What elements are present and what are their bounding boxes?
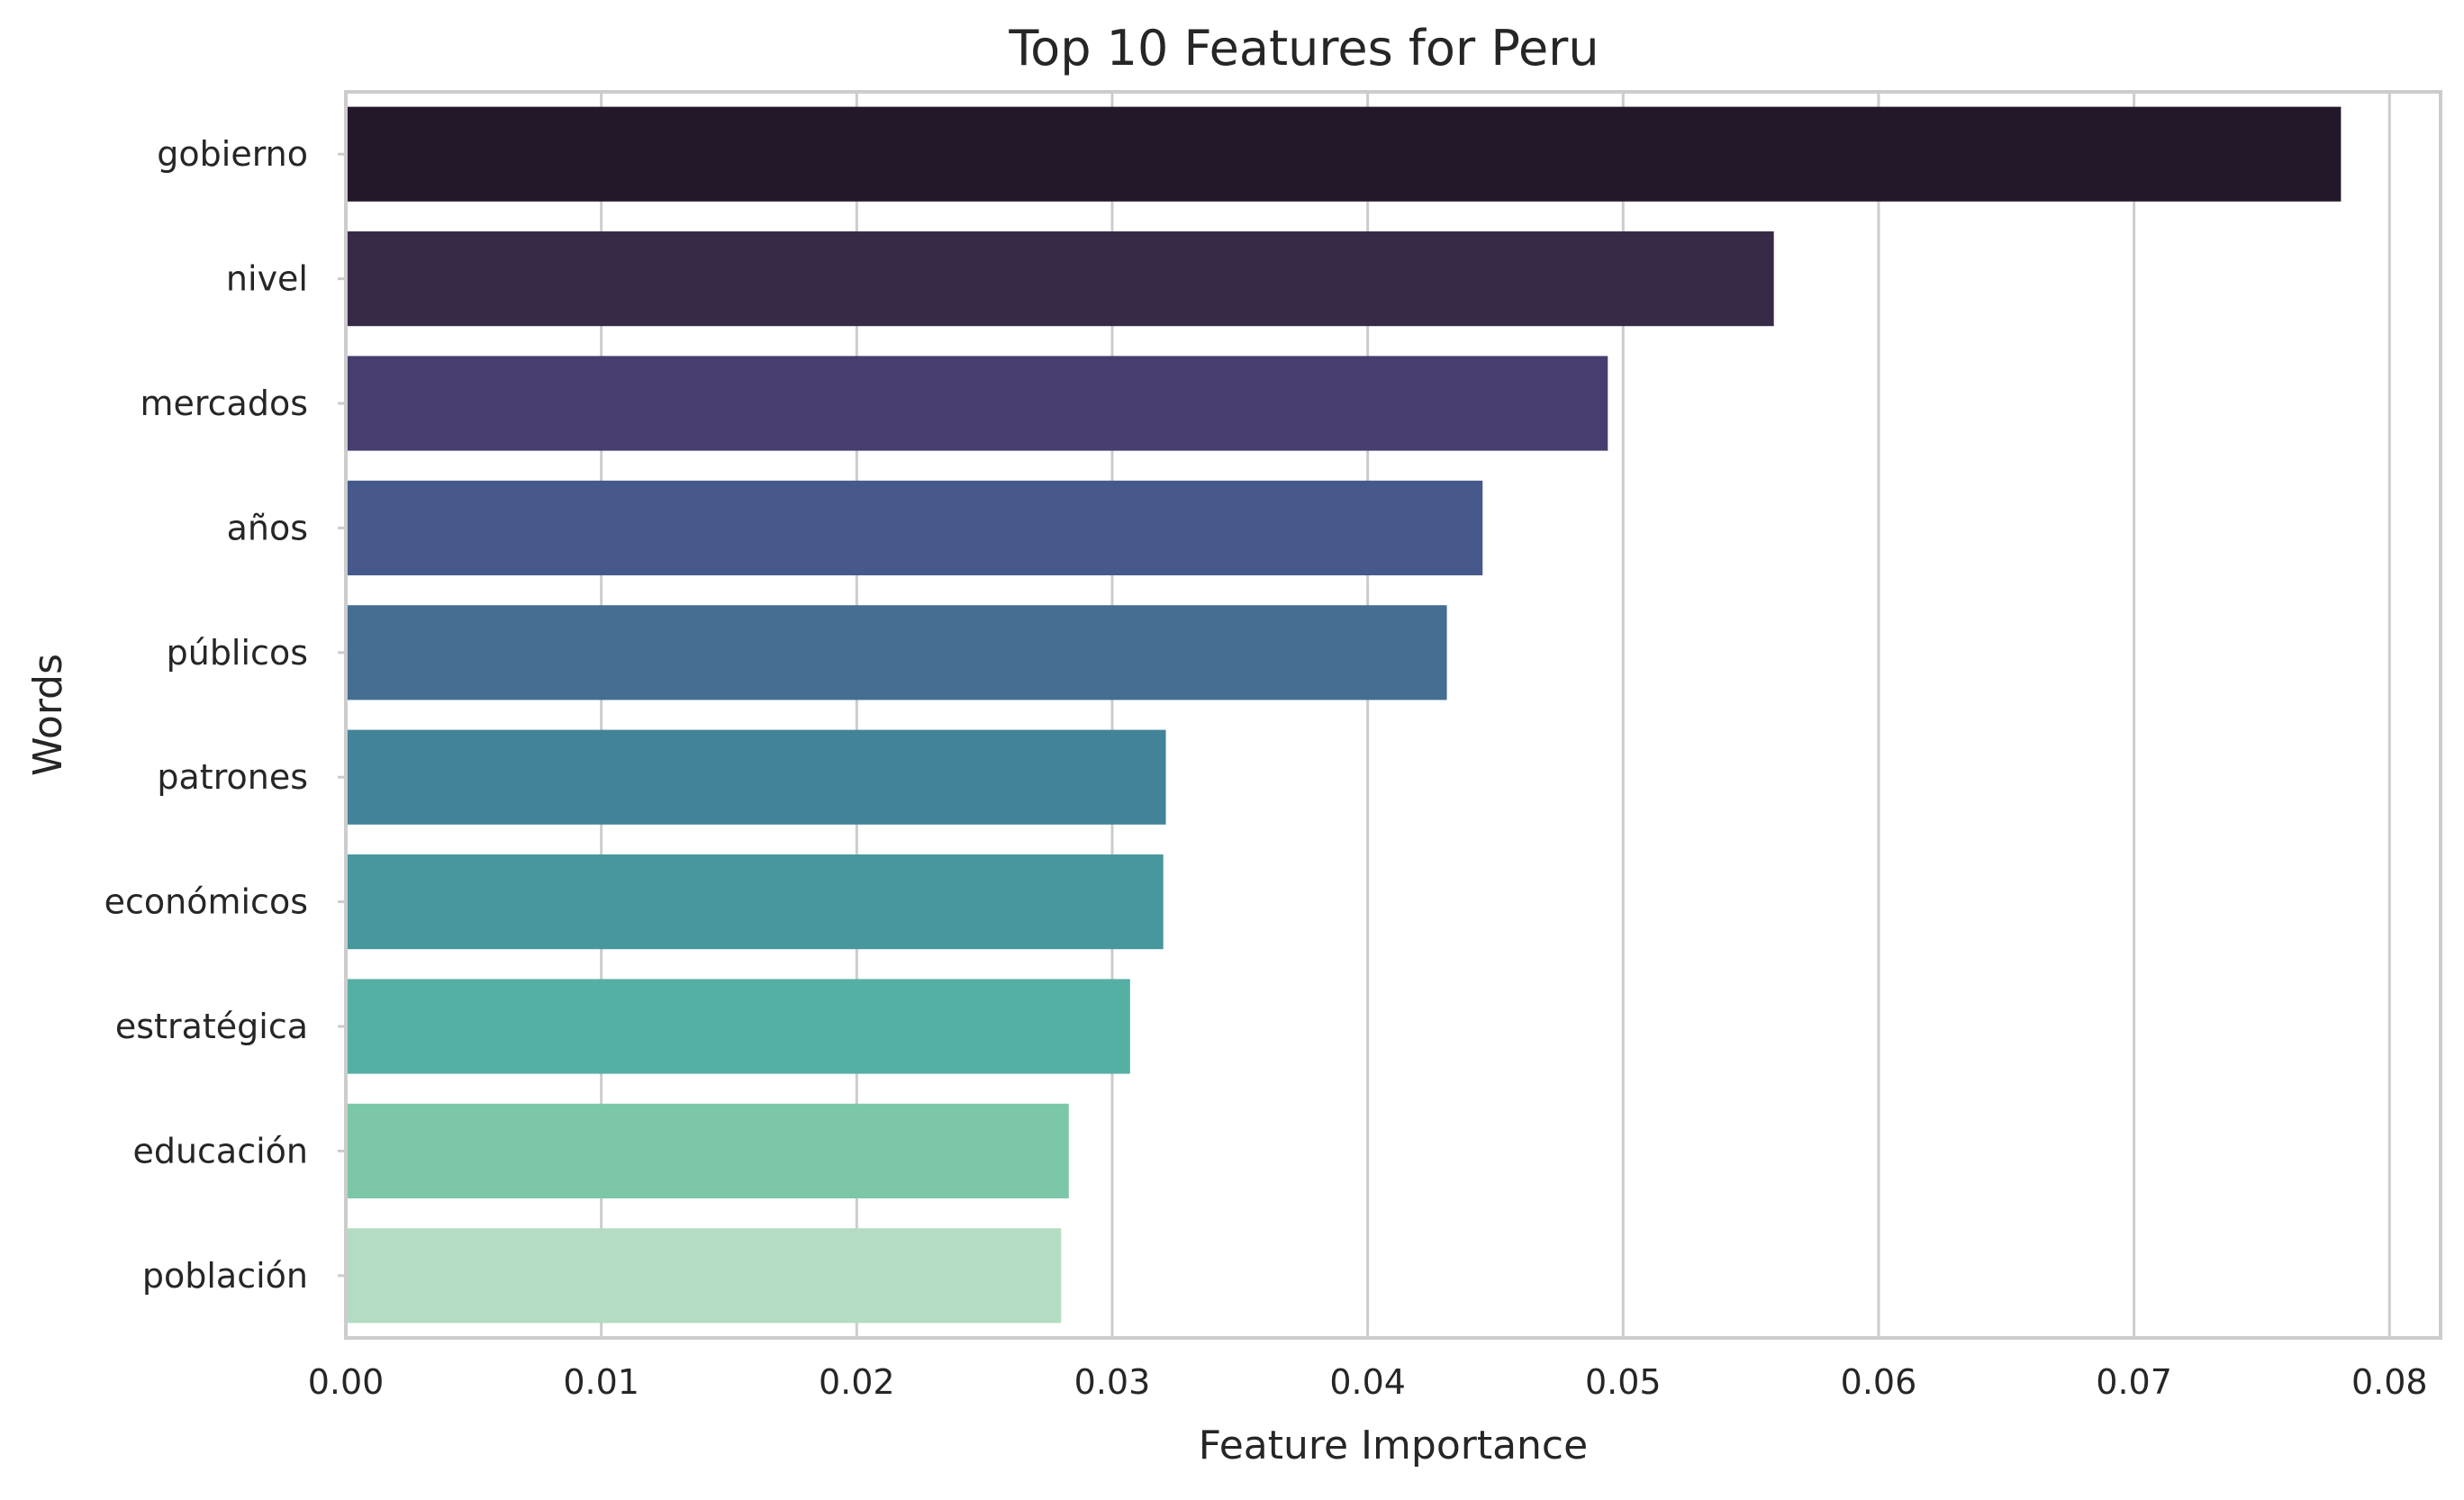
bar: [346, 605, 1447, 700]
y-tick-label: años: [227, 508, 308, 547]
y-tick-label: nivel: [226, 259, 308, 299]
y-tick-label: estratégica: [115, 1007, 308, 1046]
y-axis-label: Words: [25, 654, 71, 776]
bar: [346, 231, 1774, 327]
y-tick-label: educación: [132, 1131, 308, 1170]
y-tick-label: patrones: [157, 757, 308, 797]
bar: [346, 979, 1130, 1074]
plot-frame: [344, 90, 2442, 1340]
bar: [346, 729, 1166, 825]
x-tick-label: 0.02: [819, 1362, 895, 1402]
y-tick-label: mercados: [140, 384, 308, 423]
bars: [346, 106, 2342, 1324]
x-axis-label: Feature Importance: [1199, 1423, 1588, 1468]
x-tick-label: 0.01: [563, 1362, 639, 1402]
x-tick-label: 0.06: [1841, 1362, 1917, 1402]
y-tick-label: económicos: [104, 882, 308, 922]
bar: [346, 480, 1483, 575]
bar: [346, 1103, 1069, 1198]
x-tick-label: 0.07: [2096, 1362, 2172, 1402]
x-tick-label: 0.00: [308, 1362, 385, 1402]
x-tick-label: 0.08: [2351, 1362, 2428, 1402]
bar: [346, 106, 2342, 202]
y-tick-label: población: [142, 1256, 308, 1296]
x-tick-label: 0.04: [1329, 1362, 1406, 1402]
y-axis-labels: gobierno nivel mercados años públicos patrone…: [104, 134, 346, 1296]
bar: [346, 356, 1608, 451]
bar: [346, 1228, 1062, 1324]
x-axis-ticks: 0.00 0.01 0.02 0.03 0.04 0.05 0.06 0.07 0.08: [308, 1362, 2428, 1402]
bar: [346, 854, 1164, 950]
y-tick-label: gobierno: [157, 134, 308, 174]
x-tick-label: 0.05: [1585, 1362, 1662, 1402]
chart-title: Top 10 Features for Peru: [1008, 20, 1599, 77]
x-tick-label: 0.03: [1074, 1362, 1151, 1402]
y-tick-label: públicos: [167, 633, 308, 673]
